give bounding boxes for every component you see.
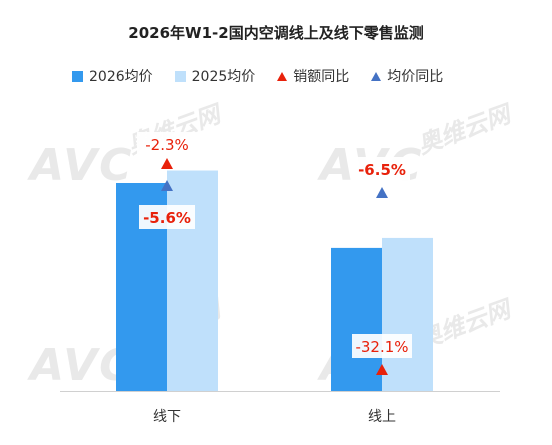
category-label: 线上 <box>368 409 396 425</box>
legend-item-2026: 2026均价 <box>72 66 153 86</box>
data-label-sales-yoy: -32.1% <box>355 338 408 356</box>
data-label-price-yoy-bg <box>139 205 195 229</box>
data-label-price-yoy: -5.6% <box>143 209 191 227</box>
legend-item-price-yoy: 均价同比 <box>371 66 443 86</box>
legend-triangle-red-icon <box>277 71 288 81</box>
legend-item-2025: 2025均价 <box>174 66 256 86</box>
legend-label-sales-yoy: 销额同比 <box>293 69 350 85</box>
bar-2025-1 <box>382 237 433 391</box>
data-label-sales-yoy-bg <box>352 334 412 358</box>
legend: 2026均价 2025均价 销额同比 均价同比 <box>72 66 443 86</box>
marker-price-yoy <box>376 187 388 198</box>
bar-2025-0 <box>167 170 218 391</box>
data-label-price-yoy: -6.5% <box>358 161 406 179</box>
marker-sales-yoy <box>376 364 388 375</box>
legend-label-2025: 2025均价 <box>191 69 256 85</box>
marker-price-yoy <box>161 180 173 191</box>
data-label-price-yoy-bg <box>354 157 410 181</box>
chart-title: 2026年W1-2国内空调线上及线下零售监测 <box>128 24 424 42</box>
marker-sales-yoy <box>161 158 173 169</box>
bar-2026-1 <box>331 247 382 391</box>
legend-label-2026: 2026均价 <box>89 69 153 85</box>
data-label-sales-yoy: -2.3% <box>145 136 189 154</box>
legend-label-price-yoy: 均价同比 <box>387 69 444 85</box>
legend-swatch-2025 <box>174 70 186 82</box>
data-label-sales-yoy-bg <box>137 132 197 156</box>
legend-item-sales-yoy: 销额同比 <box>277 66 349 86</box>
legend-swatch-2026 <box>72 70 83 82</box>
category-label: 线下 <box>153 409 181 425</box>
legend-triangle-blue-icon <box>371 71 382 81</box>
